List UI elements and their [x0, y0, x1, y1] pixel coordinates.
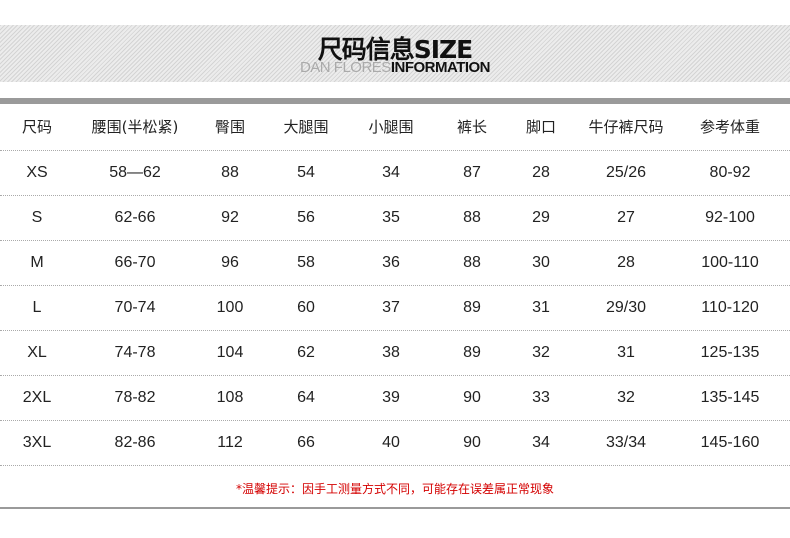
table-cell: XS: [26, 164, 48, 181]
table-cell: 38: [382, 344, 400, 361]
subtitle: DAN FLORESINFORMATION: [0, 59, 790, 76]
table-cell: 33: [532, 389, 550, 406]
table-cell: 89: [463, 299, 481, 316]
table-cell: 145-160: [700, 434, 760, 451]
table-cell: M: [30, 254, 44, 271]
column-header: 尺码: [21, 118, 53, 136]
table-cell: XL: [27, 344, 47, 361]
page-title: 尺码信息SIZE: [317, 35, 474, 64]
table-cell: 35: [382, 209, 400, 226]
table-cell: 110-120: [701, 299, 759, 316]
column-header: 小腿围: [368, 118, 414, 136]
table-cell: 108: [216, 389, 244, 406]
table-cell: S: [31, 209, 43, 226]
table-cell: 31: [617, 344, 635, 361]
table-row: L 70-74 100 60 37 89 31 29/30 110-120: [0, 285, 790, 331]
table-cell: 60: [297, 299, 315, 316]
table-cell: 56: [297, 209, 315, 226]
table-cell: 92: [221, 209, 239, 226]
table-cell: 92-100: [705, 209, 755, 226]
table-cell: 28: [532, 164, 550, 181]
table-cell: 78-82: [114, 389, 156, 406]
table-cell: 58—62: [109, 164, 161, 181]
subtitle-brand: DAN FLORES: [299, 59, 391, 76]
table-cell: 96: [221, 254, 239, 271]
table-row: 2XL 78-82 108 64 39 90 33 32 135-145: [0, 375, 790, 421]
table-cell: 80-92: [709, 164, 751, 181]
table-row: S 62-66 92 56 35 88 29 27 92-100: [0, 195, 790, 241]
measurement-note: *温馨提示：因手工测量方式不同，可能存在误差属正常现象: [235, 482, 554, 496]
table-cell: 89: [463, 344, 481, 361]
subtitle-info: INFORMATION: [390, 59, 491, 76]
table-cell: 30: [532, 254, 550, 271]
table-cell: 64: [297, 389, 315, 406]
table-cell: 125-135: [700, 344, 760, 361]
table-cell: 90: [463, 434, 481, 451]
table-cell: 66-70: [114, 254, 156, 271]
column-header: 参考体重: [699, 118, 761, 136]
table-cell: 135-145: [700, 389, 760, 406]
table-cell: 70-74: [114, 299, 156, 316]
table-cell: 37: [382, 299, 400, 316]
table-cell: 82-86: [114, 434, 156, 451]
table-cell: 31: [532, 299, 550, 316]
column-header: 臀围: [214, 118, 246, 136]
table-cell: 66: [297, 434, 315, 451]
table-row: M 66-70 96 58 36 88 30 28 100-110: [0, 240, 790, 286]
table-cell: 28: [617, 254, 635, 271]
table-cell: 29/30: [605, 299, 647, 316]
column-header: 牛仔裤尺码: [588, 118, 664, 136]
table-cell: 2XL: [22, 389, 52, 406]
table-cell: 40: [382, 434, 400, 451]
table-cell: 54: [297, 164, 315, 181]
table-cell: 100-110: [701, 254, 759, 271]
table-row: XL 74-78 104 62 38 89 32 31 125-135: [0, 330, 790, 376]
table-cell: 88: [463, 209, 481, 226]
table-row: 3XL 82-86 112 66 40 90 34 33/34 145-160: [0, 420, 790, 466]
table-cell: 29: [532, 209, 550, 226]
table-cell: 88: [221, 164, 239, 181]
column-header: 腰围(半松紧): [91, 118, 179, 136]
table-cell: 34: [382, 164, 400, 181]
table-cell: 39: [382, 389, 400, 406]
table-cell: 36: [382, 254, 400, 271]
column-header: 脚口: [525, 118, 557, 136]
table-cell: 62: [297, 344, 315, 361]
table-cell: 62-66: [114, 209, 156, 226]
table-cell: 90: [463, 389, 481, 406]
table-cell: 3XL: [22, 434, 52, 451]
table-cell: 104: [216, 344, 244, 361]
table-cell: 112: [217, 434, 243, 451]
table-cell: 34: [532, 434, 550, 451]
table-cell: 32: [532, 344, 550, 361]
table-header-row: 尺码 腰围(半松紧) 臀围 大腿围 小腿围 裤长 脚口 牛仔裤尺码 参考体重: [0, 105, 790, 151]
table-row: XS 58—62 88 54 34 87 28 25/26 80-92: [0, 150, 790, 196]
table-cell: 100: [216, 299, 244, 316]
table-cell: L: [32, 299, 42, 316]
column-header: 大腿围: [283, 118, 329, 136]
table-cell: 88: [463, 254, 481, 271]
table-cell: 25/26: [605, 164, 647, 181]
table-cell: 33/34: [605, 434, 647, 451]
table-cell: 87: [463, 164, 481, 181]
table-cell: 58: [297, 254, 315, 271]
header-band: [0, 25, 790, 82]
divider-bar: [0, 98, 790, 104]
table-cell: 74-78: [114, 344, 156, 361]
table-cell: 32: [617, 389, 635, 406]
table-cell: 27: [617, 209, 635, 226]
bottom-divider: [0, 507, 790, 509]
column-header: 裤长: [456, 118, 488, 136]
